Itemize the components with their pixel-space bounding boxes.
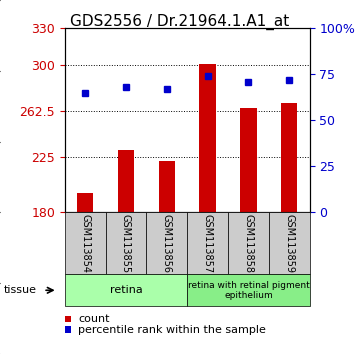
Text: tissue: tissue: [4, 285, 37, 295]
Bar: [199, 64, 216, 212]
Text: percentile rank within the sample: percentile rank within the sample: [78, 325, 266, 335]
Bar: [240, 108, 257, 212]
Bar: [281, 103, 297, 212]
Text: GSM113855: GSM113855: [121, 214, 131, 273]
Text: retina with retinal pigment
epithelium: retina with retinal pigment epithelium: [188, 281, 309, 300]
Text: count: count: [78, 314, 110, 324]
Text: GSM113856: GSM113856: [162, 214, 172, 273]
Bar: [77, 193, 93, 212]
Text: retina: retina: [110, 285, 142, 295]
Text: GSM113858: GSM113858: [243, 214, 253, 273]
Bar: [159, 161, 175, 212]
Text: GDS2556 / Dr.21964.1.A1_at: GDS2556 / Dr.21964.1.A1_at: [70, 14, 290, 30]
Bar: [118, 150, 134, 212]
Text: GSM113859: GSM113859: [284, 214, 294, 273]
Text: GSM113854: GSM113854: [80, 214, 90, 273]
Text: GSM113857: GSM113857: [203, 214, 213, 273]
